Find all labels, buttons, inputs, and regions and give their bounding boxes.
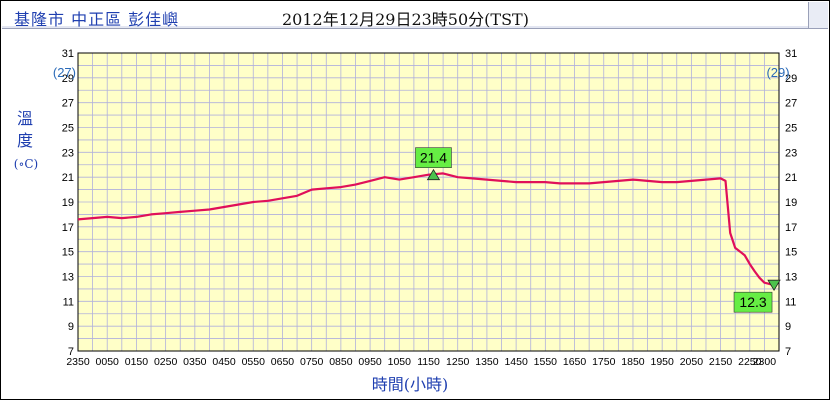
y-axis-label-char: 度	[16, 131, 33, 150]
y-tick-label-left: 29	[62, 73, 74, 85]
y-tick-label-right: 21	[785, 172, 797, 184]
y-tick-label-left: 25	[62, 123, 74, 135]
y-tick-label-left: 15	[62, 247, 74, 259]
x-tick-label: 2050	[680, 356, 704, 368]
y-axis-unit: (∘C)	[13, 157, 39, 171]
y-tick-label-left: 31	[62, 48, 74, 60]
header-bar: 基隆市 中正區 彭佳嶼 2012年12月29日23時50分(TST)	[2, 2, 808, 29]
corner-box	[808, 2, 828, 29]
x-tick-label: 2150	[709, 356, 733, 368]
x-tick-label: 0450	[212, 356, 236, 368]
y-tick-label-right: 17	[785, 222, 797, 234]
y-tick-label-right: 31	[785, 48, 797, 60]
x-tick-label: 1850	[621, 356, 645, 368]
x-tick-label: 1350	[475, 356, 499, 368]
right-marker-value: (29)	[766, 65, 789, 80]
x-tick-label: 0950	[358, 356, 382, 368]
min-marker	[767, 279, 781, 291]
x-tick-label: 1550	[534, 356, 558, 368]
max-label-box	[415, 147, 452, 168]
y-tick-label-left: 13	[62, 272, 74, 284]
left-marker-value: (27)	[53, 65, 76, 80]
temperature-series-line	[77, 172, 775, 287]
y-tick-label-right: 29	[785, 73, 797, 85]
min-label-box	[733, 291, 773, 313]
x-tick-label: 0550	[242, 356, 266, 368]
x-tick-label: 1950	[650, 356, 674, 368]
y-tick-label-right: 7	[785, 346, 791, 358]
max-marker	[426, 168, 441, 181]
y-tick-label-right: 15	[785, 247, 797, 259]
y-tick-label-left: 19	[62, 197, 74, 209]
y-tick-label-left: 11	[63, 296, 74, 308]
y-tick-label-right: 23	[785, 147, 797, 159]
y-tick-label-left: 9	[68, 321, 74, 333]
y-tick-label-right: 13	[785, 272, 797, 284]
y-tick-label-left: 21	[62, 172, 74, 184]
x-tick-label: 1050	[388, 356, 412, 368]
max-label: 21.4	[420, 150, 447, 166]
y-tick-label-left: 23	[62, 147, 74, 159]
station-name: 基隆市 中正區 彭佳嶼	[14, 10, 180, 29]
x-tick-label: 1750	[592, 356, 616, 368]
x-tick-label: 0750	[300, 356, 324, 368]
y-tick-label-left: 17	[62, 222, 74, 234]
y-axis-label: 溫度	[12, 108, 38, 152]
x-tick-label: 0250	[154, 356, 178, 368]
x-tick-label: 2350	[66, 356, 90, 368]
x-tick-label: 0150	[125, 356, 149, 368]
y-tick-label-left: 7	[68, 346, 74, 358]
y-tick-label-right: 11	[785, 296, 796, 308]
x-tick-label: 1650	[563, 356, 587, 368]
x-tick-label: 0050	[96, 356, 120, 368]
min-label: 12.3	[739, 294, 766, 310]
y-tick-label-right: 25	[785, 123, 797, 135]
x-axis-label: 時間(小時)	[371, 375, 449, 394]
y-axis-label-char: 溫	[16, 109, 33, 128]
x-tick-label: 0850	[329, 356, 353, 368]
x-tick-label: 1450	[504, 356, 528, 368]
plot-border	[77, 52, 780, 352]
y-tick-label-left: 27	[62, 98, 74, 110]
x-tick-label: 2250	[738, 356, 762, 368]
x-tick-label: 0350	[183, 356, 207, 368]
y-tick-label-right: 19	[785, 197, 797, 209]
timestamp: 2012年12月29日23時50分(TST)	[282, 10, 529, 29]
x-tick-label: 2300	[753, 356, 777, 368]
x-tick-label: 1250	[446, 356, 470, 368]
y-tick-label-right: 9	[785, 321, 791, 333]
x-tick-label: 0650	[271, 356, 295, 368]
y-tick-label-right: 27	[785, 98, 797, 110]
x-tick-label: 1150	[417, 356, 440, 368]
